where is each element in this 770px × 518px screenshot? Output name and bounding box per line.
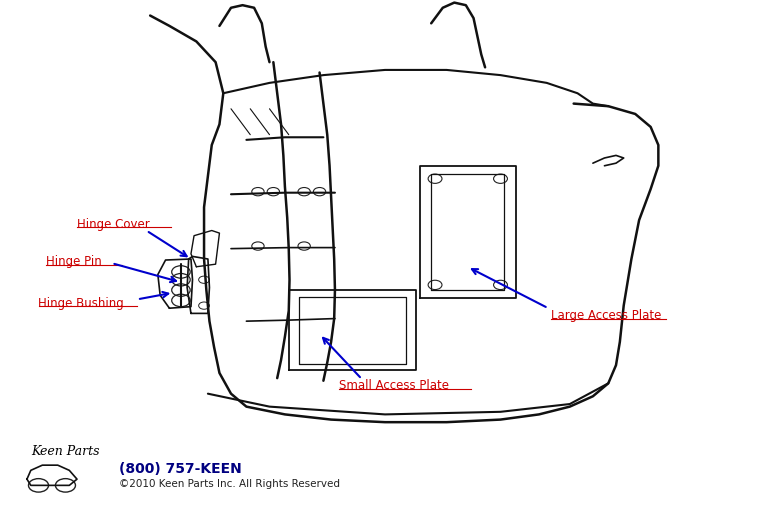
Text: Small Access Plate: Small Access Plate	[339, 379, 449, 393]
Text: Hinge Cover: Hinge Cover	[77, 218, 149, 231]
Text: Hinge Bushing: Hinge Bushing	[38, 296, 124, 310]
Text: Hinge Pin: Hinge Pin	[46, 255, 102, 268]
Text: Keen Parts: Keen Parts	[31, 445, 99, 458]
Text: ©2010 Keen Parts Inc. All Rights Reserved: ©2010 Keen Parts Inc. All Rights Reserve…	[119, 479, 340, 490]
Text: (800) 757-KEEN: (800) 757-KEEN	[119, 462, 242, 476]
Text: Large Access Plate: Large Access Plate	[551, 309, 661, 323]
